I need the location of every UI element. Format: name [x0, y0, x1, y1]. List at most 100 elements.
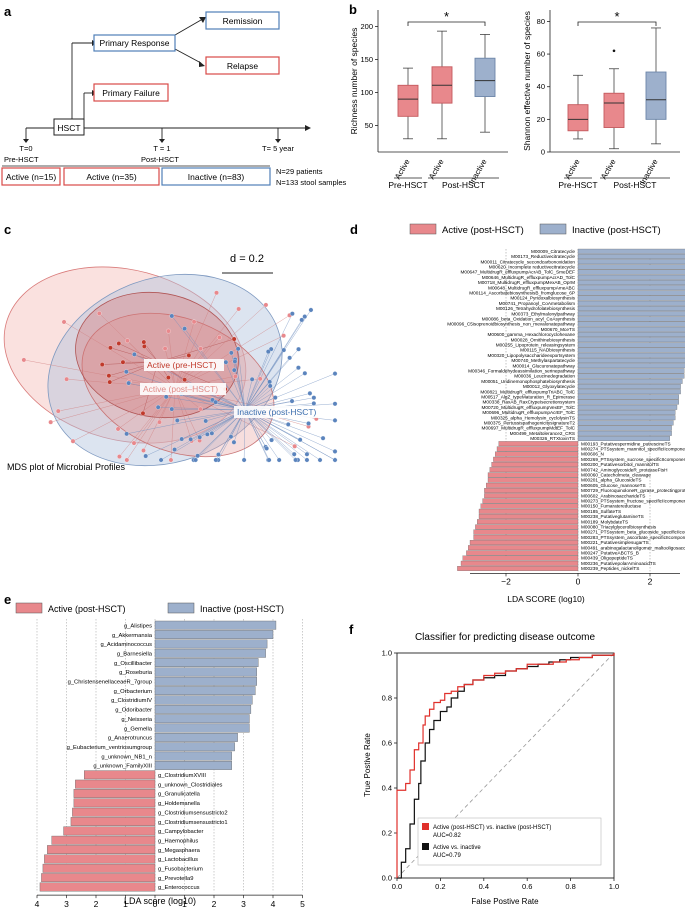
pathway-label: M00283_PTSsystem_ascorbate_specificIIcom…: [581, 535, 685, 540]
mds-spoke: [244, 367, 299, 411]
time-t1: T = 1: [153, 144, 170, 153]
panel-label-b: b: [349, 2, 357, 17]
y-axis-label: Richness number of species: [349, 28, 359, 135]
pathway-label: M00326_RTXtoxinTS: [530, 436, 575, 441]
mds-point: [120, 359, 126, 365]
lda-bar: [491, 462, 579, 467]
mds-point: [186, 353, 192, 358]
pathway-label: M00096_C5isoprenoidbiosynthesis_non_meva…: [447, 322, 575, 327]
mds-point: [231, 336, 237, 342]
pathway-label: M00720_MultidrugR_effluxpumpVexEF_TolC: [482, 405, 576, 410]
pathway-label: M00028_Ornithinebiosynthesis: [511, 337, 576, 342]
pathway-label: M00060_Catecholmeta_cleavage: [581, 473, 651, 478]
pathway-label: M00741_Propanoyl_CoAmetabolism: [499, 301, 575, 306]
lda-bar: [154, 648, 266, 658]
lda-bar: [577, 425, 672, 431]
lda-bar: [154, 676, 257, 686]
mds-point: [198, 346, 203, 352]
lda-bar: [154, 686, 256, 696]
pathway-label: M00375_PertussispathogenicitysignatureT2: [484, 421, 576, 426]
mds-point: [214, 290, 219, 296]
x-tick-label: −2: [501, 576, 511, 586]
mds-point: [107, 379, 113, 385]
lda-bar: [154, 620, 277, 630]
y-tick-label: 60: [537, 50, 545, 59]
lda-bar: [63, 826, 156, 836]
pathway-label: M00150_Fumaratereductase: [581, 504, 642, 509]
lefse-taxa-chart: g_Alistipes g_Akkermansia g_Acidaminococcu…: [35, 619, 305, 909]
roc-frame: [396, 652, 615, 879]
primary-failure-label: Primary Failure: [102, 88, 160, 98]
lda-bar: [73, 789, 156, 798]
lda-bar: [577, 420, 674, 426]
lda-bar: [577, 332, 685, 337]
mds-point: [265, 349, 271, 354]
lefse-pathways-xlabel: LDA SCORE (log10): [507, 594, 585, 604]
mds-point: [141, 339, 147, 345]
pathway-label: M00606_N: [581, 452, 604, 457]
mds-spoke: [244, 385, 271, 411]
pathway-label: M00338_RaxAB_RaxCtypeIsecretionsystem: [483, 400, 576, 405]
pathway-label: M00200_Putativesorbitol_mannitolTS: [581, 462, 659, 467]
mds-spoke: [193, 409, 246, 461]
x-tick-label: 0.4: [479, 882, 489, 891]
hsct-label: HSCT: [57, 123, 80, 133]
pathway-label: M00269_PTSsystem_sucrose_specificIIcompo…: [581, 457, 685, 462]
mds-spoke: [166, 396, 246, 411]
lda-bar: [496, 446, 579, 452]
lda-bar: [577, 436, 670, 441]
mds-spoke: [244, 313, 293, 411]
lda-bar: [70, 817, 156, 826]
lda-bar: [577, 326, 685, 332]
mds-point: [302, 314, 308, 319]
pathway-label: M00193_Putativespermidine_putrescineTS: [581, 441, 671, 446]
mds-point: [306, 421, 311, 426]
significance-star: *: [444, 9, 449, 24]
lda-bar: [473, 529, 579, 535]
lda-bar: [577, 342, 685, 348]
panel-c: c d = 0.2 Active (pre-HSCT) Active (post…: [3, 222, 338, 472]
mds-point: [126, 380, 132, 386]
mds-point: [70, 438, 76, 444]
relapse-label: Relapse: [227, 61, 258, 71]
panel-a: a Remission Primary Response: [1, 4, 346, 187]
pathway-label: M00086_beta_Oxidation_acyl_CoAsynthesis: [482, 317, 576, 322]
mds-point: [21, 357, 27, 363]
lda-bar: [460, 560, 579, 566]
mds-point: [115, 426, 121, 432]
group-inactive-post: Inactive (n=83): [188, 172, 245, 182]
pathway-label: M00647_MultidrugR_effluxpumpAcrAB_TolC_S…: [460, 270, 575, 275]
mds-point: [64, 376, 69, 382]
lda-bar: [577, 404, 678, 410]
pathway-label: M00602_ArabinosaccharideTS: [581, 493, 645, 498]
lda-bar: [577, 394, 679, 400]
taxon-label: g_Clostridiumsensustricto1: [158, 820, 228, 826]
mds-point: [131, 440, 137, 446]
lda-bar: [577, 415, 676, 421]
legend-label-inactive: Inactive (post-HSCT): [572, 225, 661, 236]
legend-label-active-e: Active (post-HSCT): [48, 604, 126, 614]
mds-point: [299, 317, 305, 323]
mds-point: [174, 418, 180, 423]
pathway-label: M00729_FluoroquinoloneR_gyrase_protectin…: [581, 488, 685, 493]
mds-point: [179, 436, 185, 442]
lda-bar: [577, 410, 676, 415]
pathway-label: M00036_Leucinedegradation: [514, 374, 575, 379]
mds-spoke: [244, 357, 290, 411]
lda-bar: [577, 290, 685, 296]
mds-spoke: [174, 387, 200, 441]
legend-swatch-active-e: [15, 602, 43, 614]
mds-spoke: [195, 409, 246, 461]
taxon-label: g_Acidaminococcus: [100, 642, 152, 648]
lda-bar: [154, 761, 232, 770]
mds-point: [320, 435, 326, 441]
mds-point: [169, 313, 175, 319]
mds-spoke: [244, 409, 270, 461]
panel-label-d: d: [350, 222, 358, 237]
mds-spoke: [244, 409, 280, 461]
taxon-label: g_ChristensenellaceaeR_7group: [68, 680, 152, 686]
lda-bar: [47, 845, 156, 855]
mds-point: [296, 365, 301, 371]
